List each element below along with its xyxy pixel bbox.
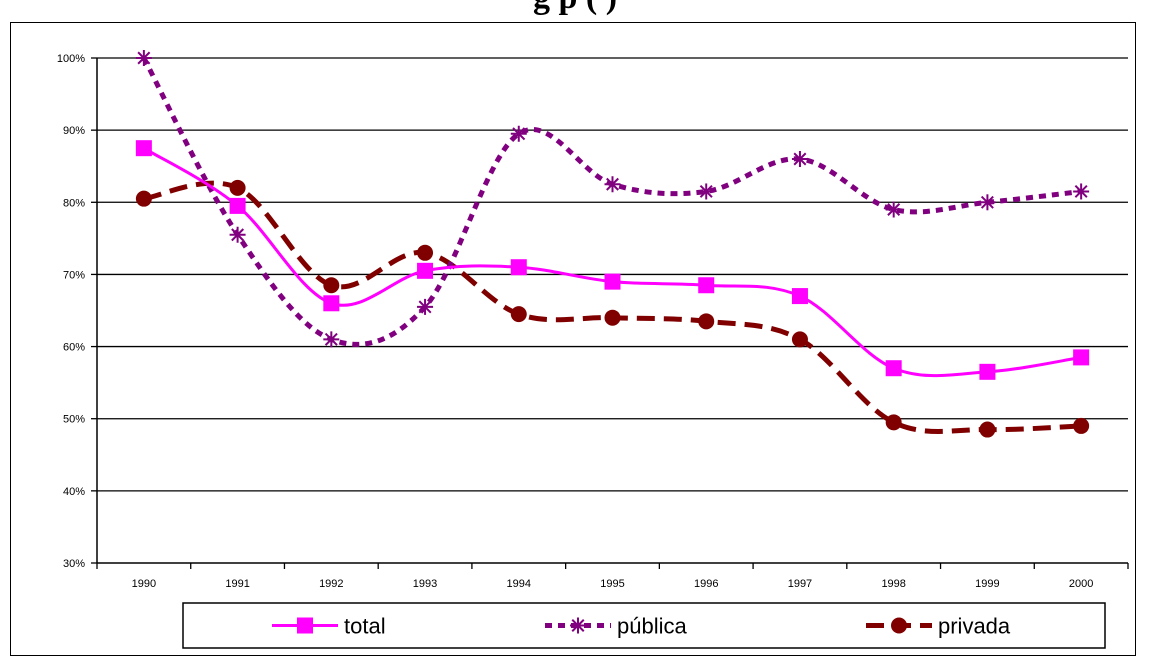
data-point-pública	[1073, 183, 1090, 200]
series-line-privada	[143, 180, 1082, 434]
data-point-pública	[323, 331, 340, 348]
x-tick-label: 1998	[881, 578, 905, 590]
x-tick-label: 1995	[600, 578, 624, 590]
y-tick-label: 50%	[63, 414, 85, 426]
y-tick-label: 100%	[57, 53, 85, 65]
data-point-privada	[698, 313, 715, 330]
y-tick-label: 30%	[63, 558, 85, 570]
legend-label-pública: pública	[617, 614, 687, 639]
data-point-pública	[791, 151, 808, 167]
y-tick-label: 40%	[63, 486, 85, 498]
data-point-privada	[229, 179, 246, 196]
data-point-privada	[1073, 417, 1090, 434]
data-point-total	[510, 259, 527, 276]
data-point-privada	[323, 277, 340, 294]
legend-marker-pública	[570, 617, 586, 634]
data-point-total	[698, 277, 715, 294]
data-point-privada	[417, 244, 434, 261]
data-point-privada	[604, 309, 621, 326]
chart-title-container: g p ( )	[0, 0, 1150, 18]
data-point-privada	[885, 414, 902, 431]
data-point-pública	[417, 298, 434, 315]
data-point-pública	[885, 201, 902, 218]
data-point-total	[229, 197, 246, 214]
y-tick-label: 70%	[63, 269, 85, 281]
chart-title: g p ( )	[533, 0, 617, 16]
data-point-total	[979, 363, 996, 380]
y-tick-label: 60%	[63, 342, 85, 354]
data-point-pública	[135, 50, 152, 66]
x-tick-label: 1992	[319, 578, 343, 590]
x-tick-label: 1994	[507, 578, 531, 590]
x-tick-label: 1990	[132, 578, 156, 590]
x-tick-label: 1999	[975, 578, 999, 590]
data-point-total	[323, 295, 340, 312]
chart-frame	[10, 22, 1136, 656]
legend-label-privada: privada	[938, 614, 1011, 639]
data-point-privada	[979, 421, 996, 438]
legend-marker-privada	[891, 617, 907, 634]
data-point-pública	[229, 226, 246, 243]
legend: total pública privada	[182, 602, 1106, 649]
x-tick-label: 2000	[1069, 578, 1093, 590]
y-tick-label: 90%	[63, 125, 85, 137]
x-tick-label: 1997	[788, 578, 812, 590]
y-tick-label: 80%	[63, 197, 85, 209]
data-point-privada	[791, 331, 808, 348]
legend-label-total: total	[344, 614, 386, 639]
x-tick-label: 1996	[694, 578, 718, 590]
data-point-total	[791, 288, 808, 305]
data-point-total	[417, 262, 434, 279]
data-point-total	[135, 140, 152, 157]
data-point-pública	[510, 125, 527, 142]
data-point-pública	[979, 194, 996, 211]
series-line-pública	[141, 56, 1082, 347]
data-point-total	[885, 360, 902, 377]
x-tick-label: 1991	[225, 578, 249, 590]
x-tick-label: 1993	[413, 578, 437, 590]
data-point-total	[604, 273, 621, 290]
data-point-pública	[698, 183, 715, 200]
data-point-pública	[604, 176, 621, 193]
data-point-privada	[135, 190, 152, 207]
data-point-privada	[510, 306, 527, 323]
data-point-total	[1073, 349, 1090, 366]
legend-marker-total	[297, 617, 313, 634]
